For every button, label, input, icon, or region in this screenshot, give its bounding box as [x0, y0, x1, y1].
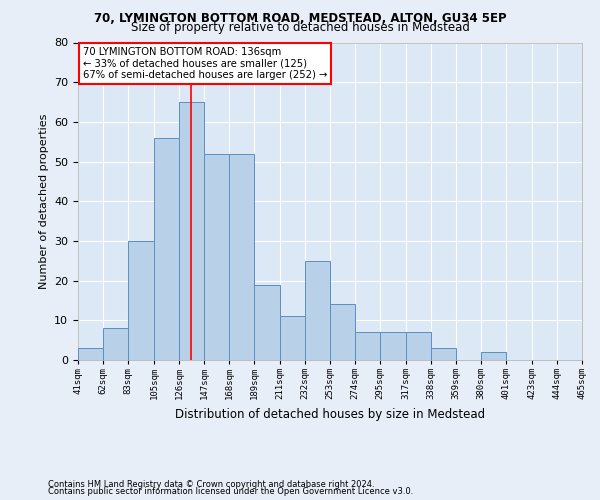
Bar: [305, 261, 330, 360]
X-axis label: Distribution of detached houses by size in Medstead: Distribution of detached houses by size …: [175, 408, 485, 420]
Bar: [406, 332, 431, 360]
Bar: [128, 241, 154, 360]
Text: Size of property relative to detached houses in Medstead: Size of property relative to detached ho…: [131, 22, 469, 35]
Text: 70 LYMINGTON BOTTOM ROAD: 136sqm
← 33% of detached houses are smaller (125)
67% : 70 LYMINGTON BOTTOM ROAD: 136sqm ← 33% o…: [83, 48, 328, 80]
Bar: [481, 352, 506, 360]
Bar: [280, 316, 305, 360]
Bar: [380, 332, 406, 360]
Bar: [154, 138, 179, 360]
Text: Contains public sector information licensed under the Open Government Licence v3: Contains public sector information licen…: [48, 488, 413, 496]
Text: 70, LYMINGTON BOTTOM ROAD, MEDSTEAD, ALTON, GU34 5EP: 70, LYMINGTON BOTTOM ROAD, MEDSTEAD, ALT…: [94, 12, 506, 24]
Bar: [355, 332, 380, 360]
Bar: [179, 102, 204, 360]
Bar: [330, 304, 355, 360]
Bar: [78, 348, 103, 360]
Text: Contains HM Land Registry data © Crown copyright and database right 2024.: Contains HM Land Registry data © Crown c…: [48, 480, 374, 489]
Bar: [229, 154, 254, 360]
Bar: [431, 348, 456, 360]
Bar: [103, 328, 128, 360]
Bar: [582, 356, 600, 360]
Bar: [254, 284, 280, 360]
Y-axis label: Number of detached properties: Number of detached properties: [38, 114, 49, 289]
Bar: [204, 154, 229, 360]
